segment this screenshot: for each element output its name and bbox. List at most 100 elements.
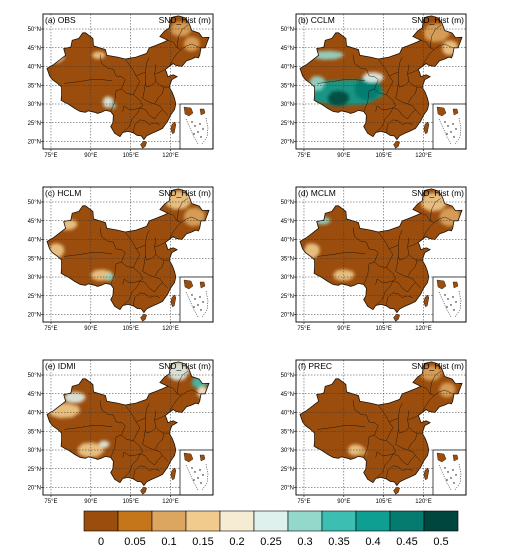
longitude-tick-label: 75°E <box>44 499 57 505</box>
province-border <box>429 198 441 221</box>
latitude-tick-label: 30°N <box>281 448 294 454</box>
variable-label: SND_Hist (m) <box>412 361 465 371</box>
variable-label: SND_Hist (m) <box>412 188 465 198</box>
latitude-tick-label: 20°N <box>281 486 294 492</box>
province-border <box>64 425 113 430</box>
province-border <box>154 432 170 451</box>
province-border <box>155 254 164 261</box>
colorbar-label: 0.5 <box>433 536 448 548</box>
longitude-tick-label: 105°E <box>375 326 391 332</box>
province-border <box>388 403 403 423</box>
taiwan-island <box>423 294 430 307</box>
snow-depth-cell <box>311 50 344 60</box>
south-china-sea-inset <box>432 103 467 150</box>
latitude-tick-label: 35°N <box>281 256 294 262</box>
longitude-tick-label: 120°E <box>162 153 178 159</box>
south-china-sea-inset <box>179 449 214 496</box>
province-border <box>366 415 387 441</box>
latitude-tick-label: 25°N <box>281 294 294 300</box>
longitude-tick-label: 120°E <box>162 326 178 332</box>
province-border <box>395 83 416 110</box>
province-border <box>122 440 143 458</box>
variable-label: SND_Hist (m) <box>159 361 212 371</box>
colorbar-swatch <box>151 510 187 532</box>
latitude-tick-label: 50°N <box>281 27 294 33</box>
snow-depth-cell <box>362 72 384 84</box>
province-border <box>366 242 387 268</box>
province-border <box>407 415 419 421</box>
province-border <box>135 403 150 423</box>
province-border <box>125 404 141 441</box>
china-landmass <box>47 188 209 313</box>
province-border <box>176 371 188 394</box>
longitude-tick-label: 90°E <box>337 153 350 159</box>
taiwan-island <box>423 467 430 480</box>
panel-1: (a) OBS SND_Hist (m) 75°E 90°E 105°E 120°E 20°… <box>28 13 214 159</box>
province-border <box>317 425 366 430</box>
snow-depth-cell <box>92 51 106 59</box>
longitude-tick-label: 90°E <box>337 499 350 505</box>
province-border <box>407 259 423 278</box>
latitude-tick-label: 40°N <box>28 65 41 71</box>
national-border <box>46 15 210 141</box>
national-border <box>299 15 463 141</box>
colorbar-swatch <box>219 510 255 532</box>
colorbar-swatch <box>423 510 459 532</box>
province-border <box>363 434 375 458</box>
province-border <box>64 79 113 84</box>
colorbar-swatch <box>185 510 221 532</box>
colorbar-swatch <box>253 510 289 532</box>
national-border <box>46 188 210 314</box>
longitude-tick-label: 120°E <box>415 153 431 159</box>
province-border <box>125 58 141 95</box>
latitude-tick-label: 50°N <box>28 373 41 379</box>
panel-frame <box>295 13 467 150</box>
latitude-tick-label: 30°N <box>28 448 41 454</box>
south-china-sea-inset <box>179 103 214 150</box>
province-border <box>366 69 387 95</box>
longitude-tick-label: 90°E <box>84 153 97 159</box>
province-border <box>122 280 141 306</box>
province-border <box>122 94 143 112</box>
province-border <box>407 242 419 248</box>
longitude-tick-label: 75°E <box>297 326 310 332</box>
province-border <box>407 86 423 105</box>
province-border <box>363 88 375 112</box>
panel-label: (f) PREC <box>298 361 332 371</box>
latitude-tick-label: 35°N <box>28 83 41 89</box>
province-border <box>122 453 141 479</box>
snow-depth-cell <box>167 361 190 381</box>
latitude-tick-label: 50°N <box>28 27 41 33</box>
province-border <box>395 429 416 456</box>
colorbar-swatch <box>355 510 391 532</box>
province-border <box>375 267 396 285</box>
colorbar-label: 0.2 <box>229 536 244 548</box>
province-border <box>378 404 394 441</box>
latitude-tick-label: 25°N <box>281 121 294 127</box>
south-china-sea-inset <box>432 276 467 323</box>
province-border <box>135 57 150 77</box>
longitude-tick-label: 105°E <box>375 499 391 505</box>
latitude-tick-label: 35°N <box>28 256 41 262</box>
colorbar-label: 0.05 <box>124 536 145 548</box>
colorbar-label: 0.1 <box>161 536 176 548</box>
latitude-tick-label: 30°N <box>281 275 294 281</box>
latitude-tick-label: 20°N <box>28 140 41 146</box>
province-border <box>154 415 166 421</box>
panel-5: (e) IDMI SND_Hist (m) 75°E 90°E 105°E 120°E 20… <box>28 359 214 505</box>
province-border <box>142 83 163 110</box>
latitude-tick-label: 25°N <box>28 467 41 473</box>
longitude-tick-label: 105°E <box>375 153 391 159</box>
province-border <box>99 54 114 70</box>
province-border <box>122 267 143 285</box>
province-border <box>154 69 166 75</box>
latitude-tick-label: 20°N <box>281 140 294 146</box>
longitude-tick-label: 75°E <box>44 153 57 159</box>
snow-depth-cell <box>98 440 110 449</box>
province-border <box>154 86 170 105</box>
latitude-tick-label: 45°N <box>281 219 294 225</box>
panel-frame <box>295 359 467 496</box>
colorbar-label: 0.15 <box>192 536 213 548</box>
snow-depth-cell <box>64 391 86 404</box>
